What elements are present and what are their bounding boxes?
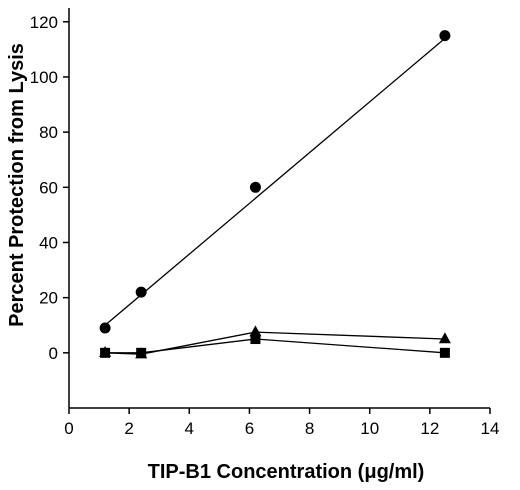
y-tick-label: 80 (39, 123, 58, 142)
y-tick-label: 100 (30, 68, 58, 87)
square-marker (136, 347, 147, 358)
x-tick-label: 6 (245, 419, 254, 438)
y-tick-label: 20 (39, 289, 58, 308)
series-1-fit-line (104, 37, 446, 326)
x-tick-label: 10 (360, 419, 379, 438)
square-marker (439, 347, 450, 358)
triangle-marker (249, 325, 262, 337)
y-tick-label: 120 (30, 13, 58, 32)
y-axis-title: Percent Protection from Lysis (6, 43, 28, 327)
y-tick-label: 0 (49, 344, 58, 363)
x-tick-label: 4 (185, 419, 194, 438)
y-tick-label: 60 (39, 178, 58, 197)
x-tick-label: 14 (481, 419, 500, 438)
x-tick-label: 8 (305, 419, 314, 438)
circle-marker (135, 286, 147, 298)
series-markers (99, 30, 451, 359)
series-2-line (105, 331, 445, 355)
circle-marker (99, 322, 111, 334)
x-tick-label: 2 (124, 419, 133, 438)
circle-marker (439, 30, 451, 42)
x-axis-title: TIP-B1 Concentration (μg/ml) (148, 461, 425, 483)
square-marker (100, 347, 111, 358)
y-tick-label: 40 (39, 233, 58, 252)
square-marker (250, 334, 261, 345)
axes (68, 8, 490, 409)
x-tick-label: 12 (420, 419, 439, 438)
triangle-marker (438, 332, 451, 344)
series-3-line (105, 338, 445, 354)
x-tick-label: 0 (64, 419, 73, 438)
circle-marker (249, 181, 261, 193)
series-lines (104, 37, 446, 355)
ticks: 0 20 40 60 80 100 120 0 2 4 6 8 10 12 14 (30, 13, 500, 438)
